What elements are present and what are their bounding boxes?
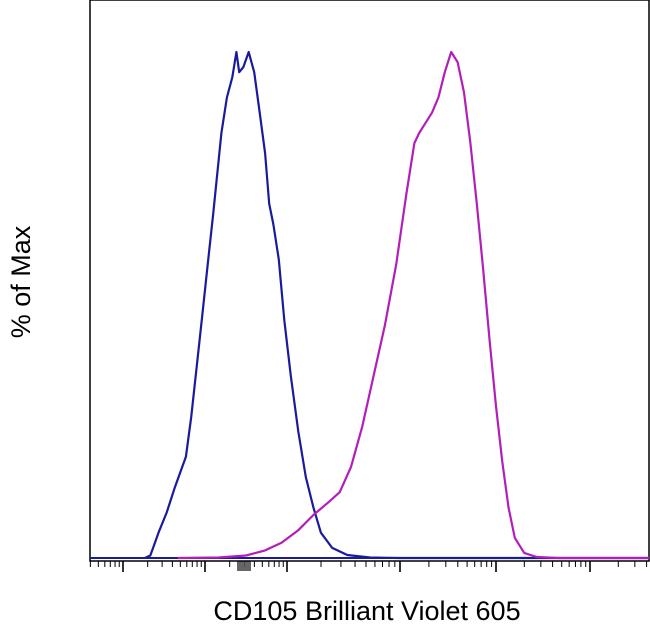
x-axis-ticks xyxy=(89,561,648,572)
histogram-series-2 xyxy=(177,50,649,560)
plot-frame xyxy=(89,0,650,562)
y-axis-label: % of Max xyxy=(6,225,36,338)
x-axis-label: CD105 Brilliant Violet 605 xyxy=(213,596,520,626)
series-layer xyxy=(90,50,649,560)
histogram-series-1 xyxy=(144,50,649,560)
